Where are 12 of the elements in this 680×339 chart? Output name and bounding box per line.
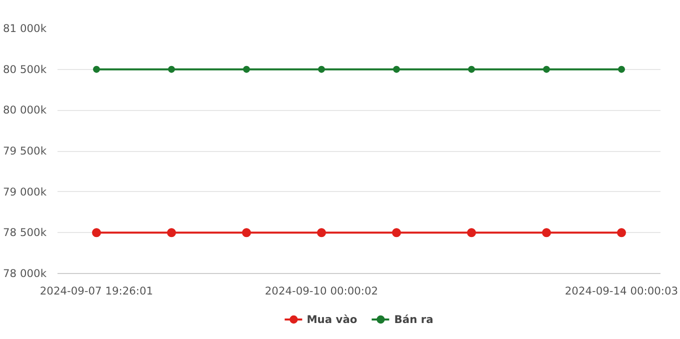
y-tick-label: 78 500k (3, 226, 48, 240)
x-tick-label: 2024-09-07 19:26:01 (40, 284, 154, 298)
y-tick-label: 80 000k (3, 104, 48, 117)
y-tick-label: 79 500k (3, 144, 48, 158)
x-tick-label: 2024-09-14 00:00:03 (564, 284, 678, 298)
y-tick-label: 79 000k (3, 185, 48, 198)
y-tick-label: 81 000k (3, 22, 48, 35)
y-tick-label: 78 000k (3, 267, 48, 280)
x-tick-label: 2024-09-10 00:00:02 (264, 284, 378, 298)
y-tick-label: 80 500k (3, 62, 48, 76)
legend-label: Bán ra (394, 312, 434, 326)
legend-label: Mua vào (306, 312, 358, 326)
